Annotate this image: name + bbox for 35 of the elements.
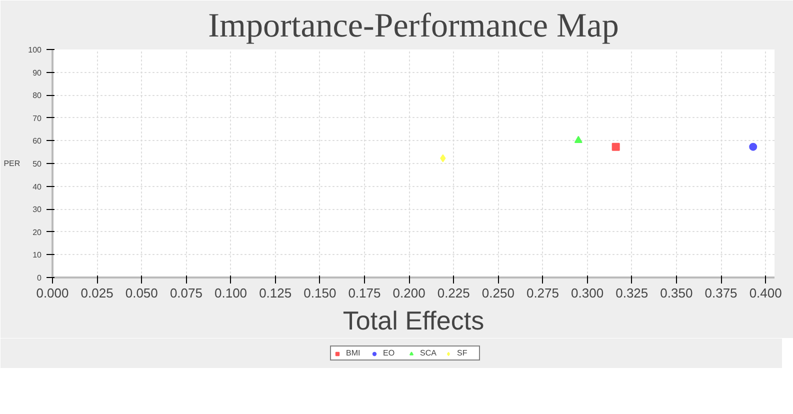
x-tick-label: 0.275 xyxy=(526,286,560,300)
x-tick-label: 0.175 xyxy=(348,286,381,300)
x-tick-label: 0.150 xyxy=(304,286,336,300)
y-tick-label: 40 xyxy=(32,182,42,192)
chart-title: Importance-Performance Map xyxy=(208,8,619,44)
y-tick-label: 0 xyxy=(37,274,42,282)
x-tick-label: 0.400 xyxy=(749,286,782,300)
legend-label: SCA xyxy=(420,348,438,358)
y-tick-label: 60 xyxy=(32,136,42,146)
y-tick-label: 100 xyxy=(28,46,42,54)
x-axis-title: Total Effects xyxy=(342,306,484,336)
legend-label: EO xyxy=(383,348,396,358)
y-tick-label: 80 xyxy=(32,91,42,100)
x-tick-label: 0.050 xyxy=(125,286,158,300)
x-tick-label: 0.000 xyxy=(36,286,69,300)
y-tick-label: 20 xyxy=(32,228,42,237)
y-tick-label: 30 xyxy=(32,205,42,214)
x-tick-label: 0.375 xyxy=(704,286,738,300)
x-tick-label: 0.325 xyxy=(616,286,648,300)
x-tick-label: 0.200 xyxy=(392,286,426,300)
y-tick-label: 70 xyxy=(32,114,42,123)
x-tick-label: 0.250 xyxy=(482,286,514,300)
y-tick-label: 50 xyxy=(32,160,42,168)
x-tick-label: 0.025 xyxy=(80,286,114,300)
y-tick-label: 10 xyxy=(32,250,42,260)
x-tick-label: 0.300 xyxy=(571,286,604,300)
x-tick-label: 0.075 xyxy=(170,286,202,300)
y-tick-label: 90 xyxy=(32,68,42,78)
x-tick-label: 0.225 xyxy=(437,286,470,300)
legend-label: SF xyxy=(457,348,468,358)
x-tick-label: 0.125 xyxy=(259,286,292,300)
x-tick-label: 0.100 xyxy=(214,286,248,300)
x-tick-label: 0.350 xyxy=(660,286,693,300)
legend-label: BMI xyxy=(346,348,362,358)
y-axis-title: PER xyxy=(4,159,20,168)
